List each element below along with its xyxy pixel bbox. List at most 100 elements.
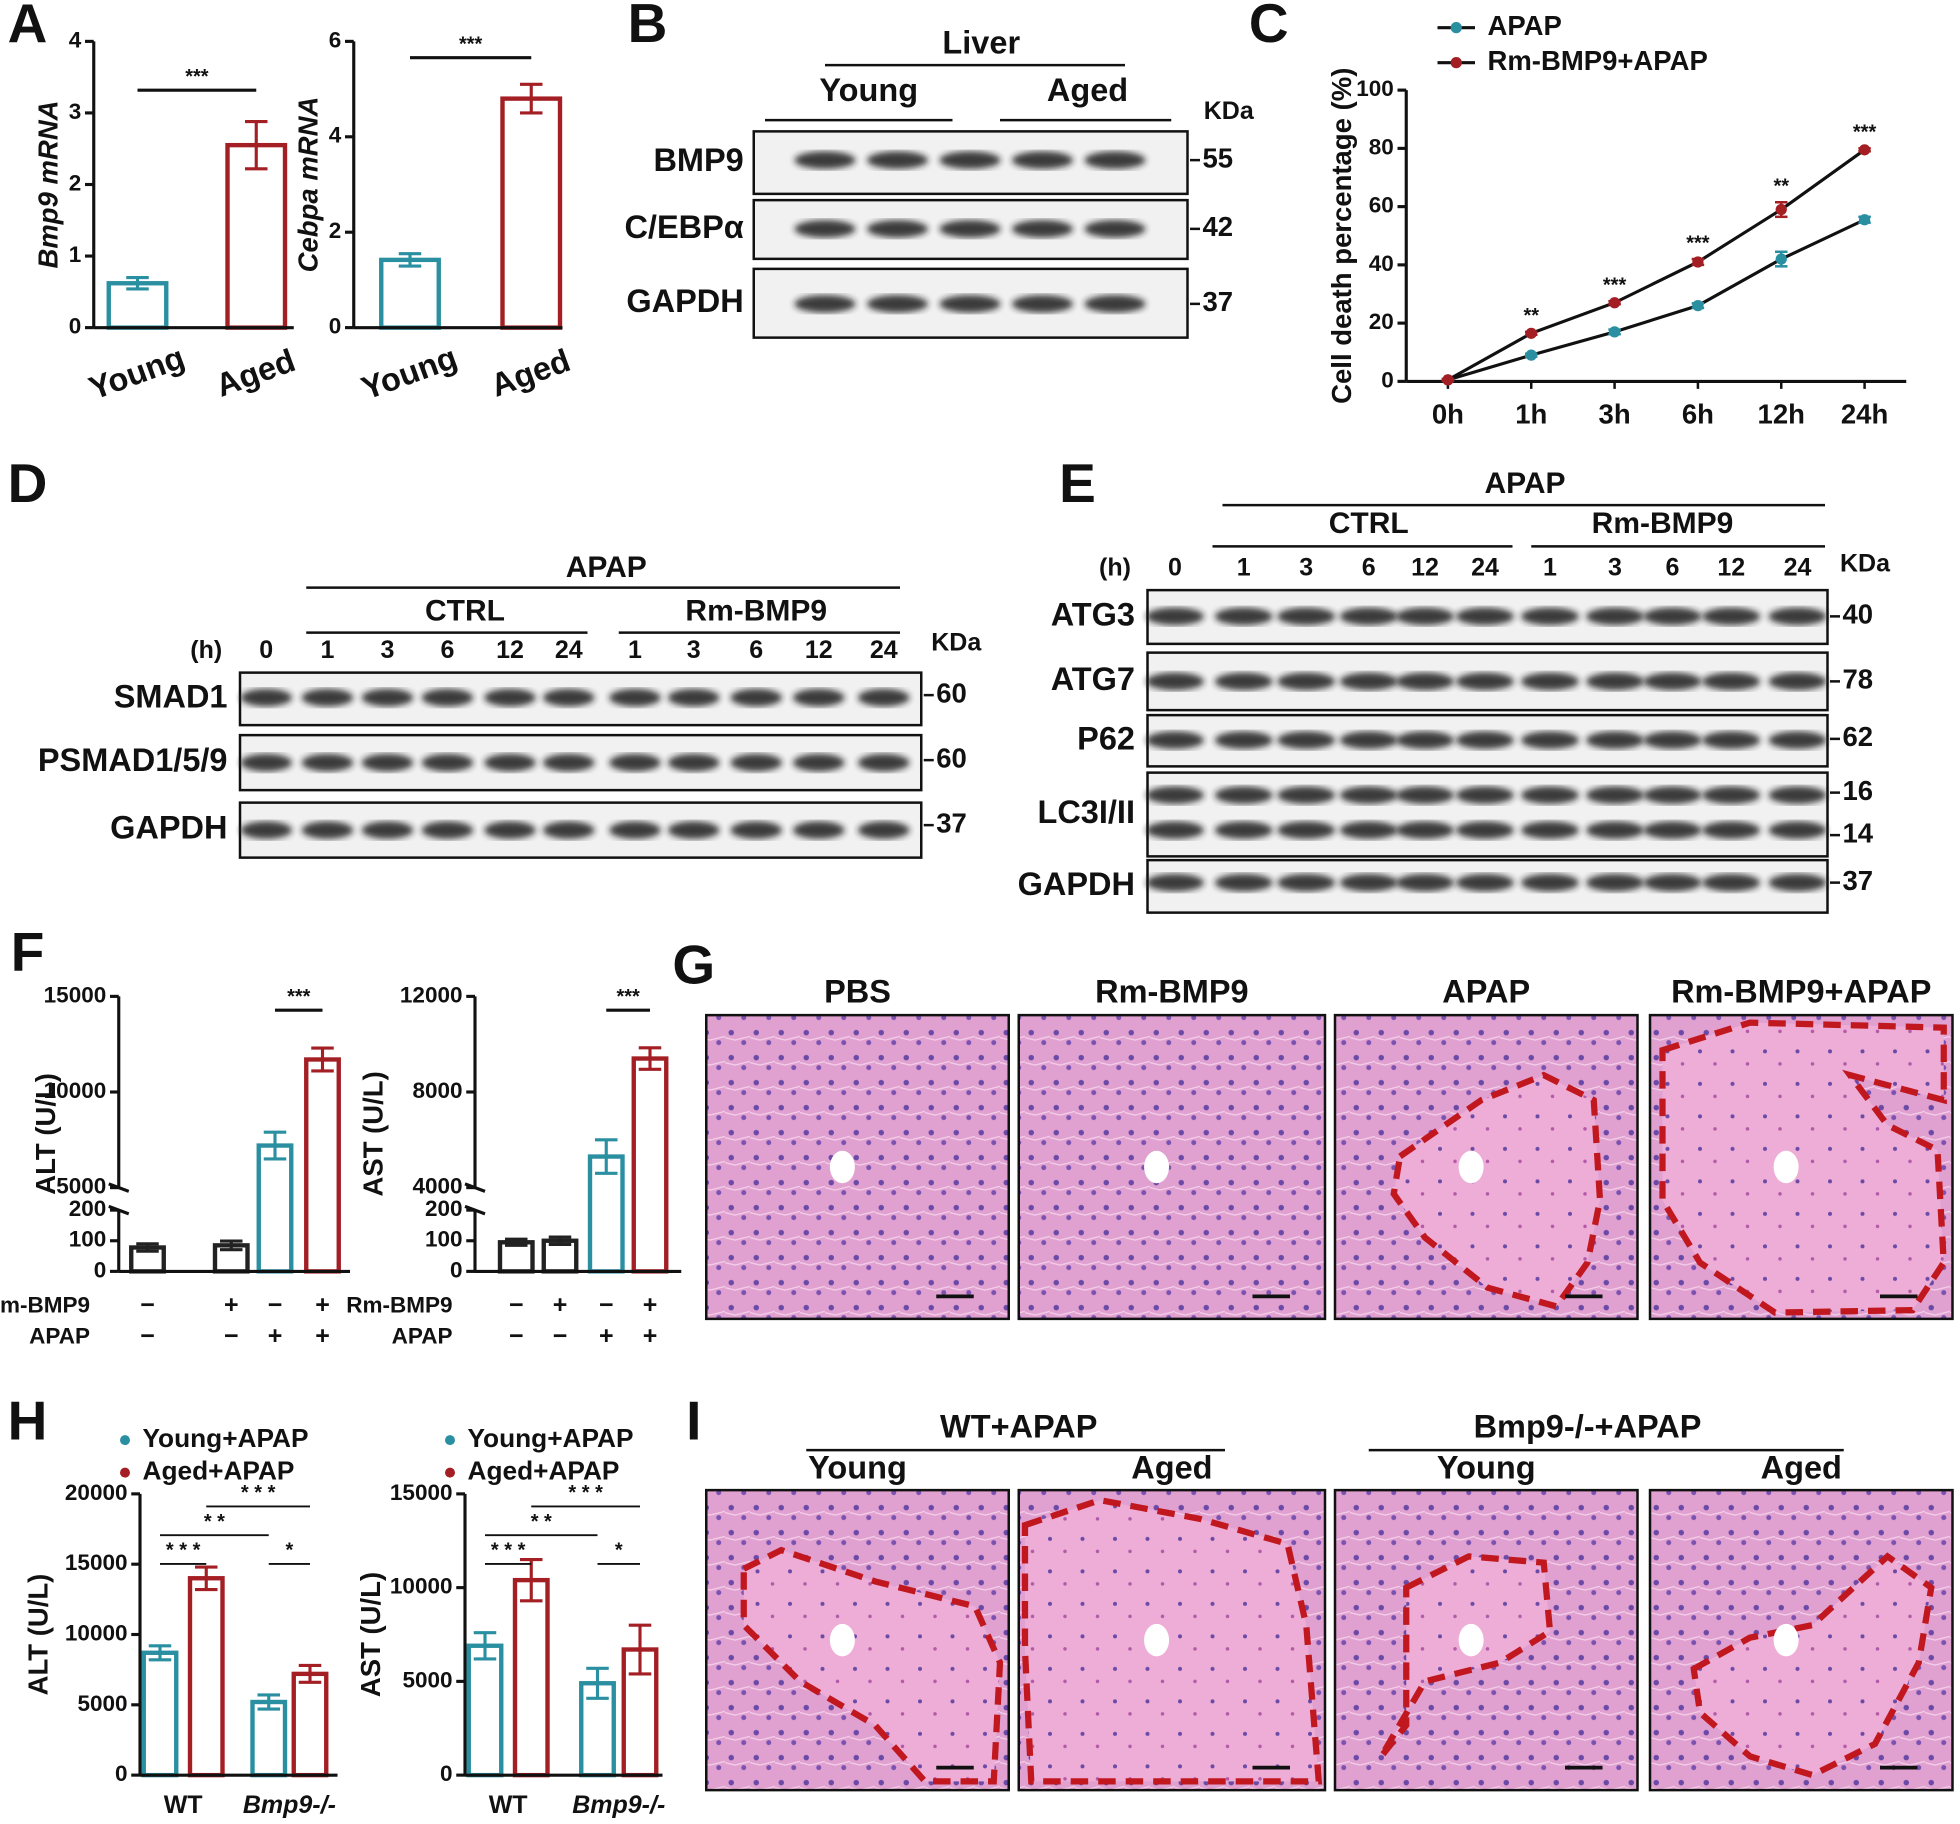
- histology-image: [705, 1013, 1010, 1321]
- time-value: 24: [1784, 553, 1812, 581]
- condition-sign: −: [140, 1291, 155, 1319]
- blot-band: [1146, 731, 1204, 749]
- condition-sign: −: [509, 1322, 524, 1350]
- error-bar: [148, 1644, 172, 1662]
- blot-band: [793, 753, 845, 772]
- error-bar: [638, 1046, 662, 1071]
- y-tick-label: 20: [1369, 309, 1394, 334]
- blot-row-label: P62: [1077, 720, 1135, 756]
- kda-value: 42: [1203, 211, 1234, 242]
- significance-label: * *: [204, 1511, 225, 1533]
- point: [1775, 203, 1787, 216]
- bar: [512, 1577, 550, 1778]
- error-bar: [195, 1565, 218, 1592]
- kda-value: 40: [1843, 599, 1874, 630]
- histology-group: WT+APAP: [940, 1408, 1097, 1444]
- blot-row-label: GAPDH: [110, 810, 227, 846]
- y-axis-label: Cebpa mRNA: [292, 97, 323, 273]
- necrosis-outline: [1690, 1552, 1935, 1779]
- blot-band: [1702, 873, 1761, 892]
- time-value: 1: [321, 636, 335, 664]
- blot-band: [543, 688, 595, 707]
- condition-label: APAP: [29, 1324, 90, 1349]
- necrosis-outline: [1390, 1071, 1604, 1310]
- histology-title: APAP: [1442, 973, 1530, 1009]
- blot-row-label: ATG7: [1051, 661, 1135, 697]
- error-bar: [263, 1130, 287, 1161]
- histology-image: [1017, 1013, 1327, 1321]
- panel-letter: C: [1249, 0, 1289, 54]
- blot-band: [1012, 151, 1073, 169]
- time-value: 24: [555, 636, 583, 664]
- histology-title: Young: [1437, 1450, 1536, 1486]
- condition-sign: +: [224, 1291, 239, 1319]
- histology-title: Rm-BMP9+APAP: [1671, 973, 1931, 1009]
- blot-band: [1146, 821, 1204, 839]
- blot-band: [543, 753, 595, 772]
- y-tick-label: 0: [69, 314, 82, 339]
- blot-band: [867, 295, 928, 313]
- histology-title: Aged: [1131, 1450, 1212, 1486]
- condition-sign: −: [509, 1291, 524, 1319]
- blot-band: [1768, 786, 1827, 804]
- y-tick-label: 0: [329, 314, 342, 339]
- error-bar: [520, 1557, 543, 1603]
- time-value: 12: [496, 636, 524, 664]
- blot-band: [1339, 821, 1398, 839]
- legend-label: Young+APAP: [468, 1423, 634, 1453]
- blot-band: [1768, 731, 1827, 749]
- y-tick-label: 2: [69, 170, 82, 195]
- blot-band: [1214, 607, 1273, 626]
- condition-label: Rm-BMP9: [0, 1292, 90, 1317]
- kda-label: KDa: [931, 628, 982, 656]
- y-tick-label: 100: [69, 1227, 107, 1252]
- significance-label: ***: [459, 33, 483, 55]
- legend-label: Young+APAP: [143, 1423, 309, 1453]
- point: [1525, 327, 1537, 339]
- blot-band: [1643, 821, 1702, 839]
- time-value: 3: [381, 636, 395, 664]
- blot-band: [1084, 151, 1146, 169]
- time-value: 6: [1666, 553, 1680, 581]
- x-tick-label: 0h: [1432, 399, 1464, 430]
- blot-band: [793, 688, 845, 707]
- blot-row-label: C/EBPα: [624, 209, 743, 245]
- blot-band: [1339, 731, 1398, 749]
- blot-band: [939, 220, 1001, 238]
- y-tick-label: 0: [115, 1761, 128, 1786]
- y-tick-label: 60: [1369, 193, 1394, 218]
- legend-label: APAP: [1488, 10, 1562, 41]
- bar: [106, 281, 169, 330]
- blot-row-label: ATG3: [1051, 597, 1135, 633]
- time-value: 12: [805, 636, 833, 664]
- blot-band: [1768, 873, 1827, 892]
- x-tick-label: 6h: [1682, 399, 1714, 430]
- y-tick-label: 200: [69, 1196, 107, 1221]
- condition-sign: +: [315, 1291, 330, 1319]
- blot-band: [1339, 786, 1398, 804]
- y-tick-label: 15000: [65, 1550, 128, 1575]
- panel-letter: D: [8, 452, 48, 514]
- blot-band: [858, 688, 910, 707]
- blot-band: [1146, 786, 1204, 804]
- blot-band: [1146, 607, 1204, 626]
- blot-row-label: BMP9: [653, 142, 743, 178]
- error-bar: [311, 1046, 334, 1073]
- blot-band: [730, 688, 782, 707]
- blot-band: [668, 753, 720, 772]
- y-tick-label: 1: [69, 242, 82, 267]
- y-axis-label: ALT (U/L): [30, 1073, 61, 1195]
- significance-label: ***: [616, 986, 640, 1008]
- blot-band: [1012, 220, 1073, 238]
- point: [1692, 300, 1704, 312]
- y-tick-label: 15000: [44, 982, 107, 1007]
- point: [1442, 374, 1454, 386]
- y-tick-label: 5000: [402, 1667, 452, 1692]
- blot-band: [361, 821, 414, 839]
- blot-band: [1521, 786, 1579, 804]
- bar: [466, 1643, 504, 1778]
- bar: [587, 1154, 625, 1274]
- kda-value: 60: [936, 742, 967, 773]
- axis-break: [108, 1204, 130, 1216]
